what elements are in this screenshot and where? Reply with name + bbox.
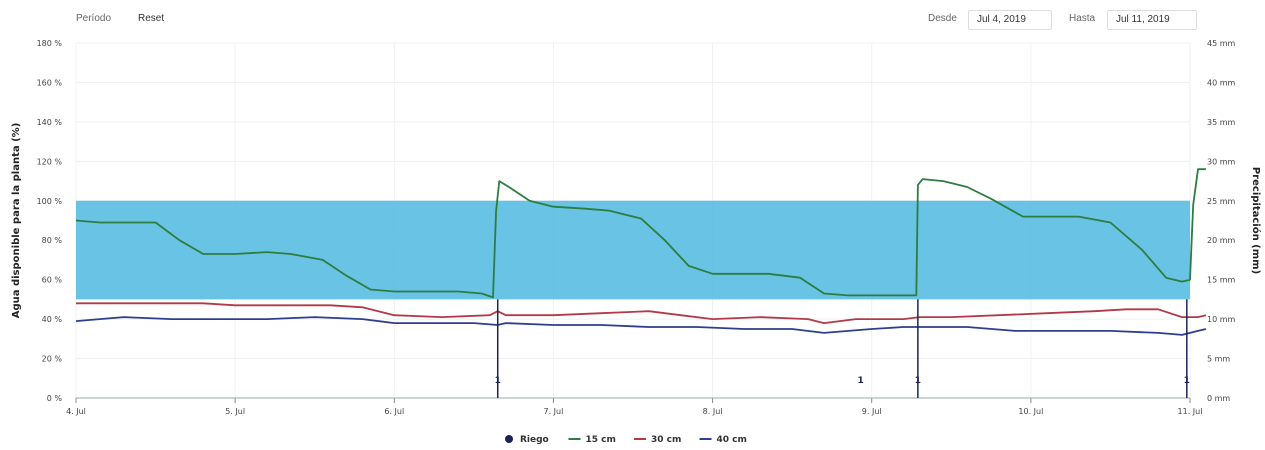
riego-marker-label: 1: [857, 376, 863, 386]
x-tick-label: 8. Jul: [703, 407, 723, 416]
legend-marker: [505, 435, 513, 443]
series-line-40-cm: [75, 316, 1207, 336]
riego-marker-label: 1: [915, 376, 921, 386]
riego-marker-label: 1: [1184, 376, 1190, 386]
reset-button[interactable]: Reset: [138, 13, 165, 24]
y2-tick-label: 30 mm: [1207, 157, 1236, 166]
legend: Riego 15 cm 30 cm 40 cm: [505, 435, 747, 445]
y2-tick-label: 0 mm: [1207, 394, 1230, 403]
from-date-input[interactable]: Jul 4, 2019: [968, 10, 1052, 30]
y2-tick-label: 45 mm: [1207, 39, 1236, 48]
riego-marker-label: 1: [495, 376, 501, 386]
legend-item[interactable]: 15 cm: [586, 435, 616, 445]
legend-item[interactable]: Riego: [520, 435, 549, 445]
y-tick-label: 20 %: [42, 355, 63, 364]
from-label: Desde: [928, 13, 957, 24]
y-tick-label: 0 %: [47, 394, 63, 403]
y2-axis-label: Precipitación (mm): [1250, 167, 1262, 274]
y-tick-label: 100 %: [37, 197, 63, 206]
y-tick-label: 140 %: [37, 118, 63, 127]
x-tick-label: 10. Jul: [1018, 407, 1043, 416]
y2-tick-label: 5 mm: [1207, 355, 1230, 364]
x-tick-label: 7. Jul: [544, 407, 564, 416]
y-tick-label: 120 %: [37, 157, 63, 166]
series-line-30-cm: [76, 302, 1207, 325]
x-tick-label: 9. Jul: [862, 407, 882, 416]
y-tick-label: 60 %: [42, 276, 63, 285]
y2-tick-label: 25 mm: [1207, 197, 1236, 206]
y2-tick-label: 15 mm: [1207, 276, 1236, 285]
y2-tick-label: 35 mm: [1207, 118, 1236, 127]
y-axis-label: Agua disponible para la planta (%): [11, 123, 22, 319]
x-tick-label: 5. Jul: [225, 407, 245, 416]
to-label: Hasta: [1069, 13, 1096, 24]
y-tick-label: 40 %: [42, 315, 63, 324]
y-tick-label: 80 %: [42, 236, 63, 245]
x-tick-label: 6. Jul: [384, 407, 404, 416]
legend-item[interactable]: 30 cm: [651, 435, 681, 445]
y2-tick-label: 40 mm: [1207, 78, 1236, 87]
y2-tick-label: 20 mm: [1207, 236, 1236, 245]
series-line-15-cm: [75, 168, 1206, 299]
x-tick-label: 11. Jul: [1178, 407, 1203, 416]
y2-tick-label: 10 mm: [1207, 315, 1236, 324]
legend-item[interactable]: 40 cm: [717, 435, 747, 445]
y-tick-label: 180 %: [37, 39, 63, 48]
x-tick-label: 4. Jul: [66, 407, 86, 416]
to-date-input[interactable]: Jul 11, 2019: [1107, 10, 1197, 30]
period-label: Período: [76, 13, 112, 24]
y-tick-label: 160 %: [37, 78, 63, 87]
